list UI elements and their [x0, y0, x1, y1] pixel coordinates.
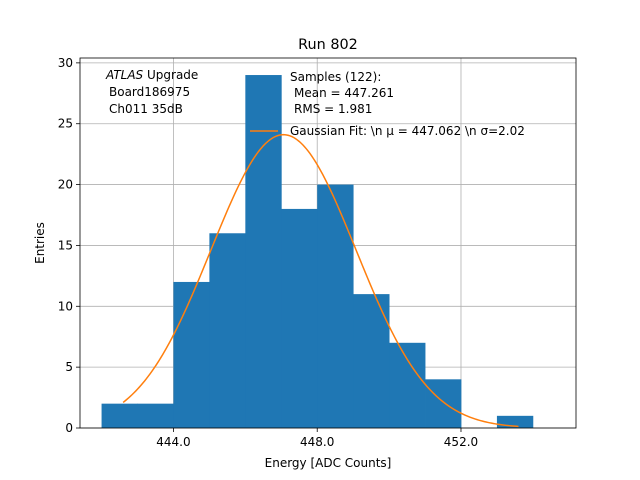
x-tick-label: 448.0	[300, 435, 334, 449]
legend: Samples (122): Mean = 447.261 RMS = 1.98…	[250, 70, 525, 138]
y-tick-label: 15	[58, 238, 73, 252]
histogram-bar	[353, 294, 390, 428]
x-axis-ticks: 444.0 448.0 452.0	[156, 428, 478, 449]
legend-rms-label: RMS = 1.981	[294, 102, 372, 116]
histogram-bar	[317, 184, 354, 428]
plot-area	[79, 57, 577, 429]
x-tick-label: 452.0	[444, 435, 478, 449]
y-tick-label: 30	[58, 56, 73, 70]
histogram-bar	[137, 403, 174, 428]
legend-mean-label: Mean = 447.261	[294, 86, 394, 100]
y-tick-label: 10	[58, 299, 73, 313]
y-axis-ticks: 0 5 10 15 20 25 30	[58, 56, 80, 435]
histogram-bars	[101, 75, 534, 428]
histogram-bar	[245, 75, 282, 428]
y-tick-label: 0	[65, 421, 73, 435]
histogram-bar	[173, 281, 210, 428]
atlas-upgrade-label: Upgrade	[143, 68, 198, 82]
y-tick-label: 25	[58, 117, 73, 131]
x-tick-label: 444.0	[156, 435, 190, 449]
y-tick-label: 5	[65, 360, 73, 374]
legend-histogram-swatch	[271, 87, 278, 97]
x-axis-label: Energy [ADC Counts]	[265, 456, 392, 470]
board-label: Board186975	[109, 85, 190, 99]
channel-label: Ch011 35dB	[109, 102, 183, 116]
histogram-bar	[101, 403, 138, 428]
axes-frame	[79, 57, 577, 429]
histogram-bar	[389, 342, 426, 428]
histogram-bar	[425, 379, 462, 428]
svg-text:ATLAS Upgrade: ATLAS Upgrade	[105, 68, 198, 82]
y-axis-label: Entries	[33, 222, 47, 264]
legend-samples-label: Samples (122):	[290, 70, 381, 84]
y-tick-label: 20	[58, 178, 73, 192]
histogram-bar	[281, 208, 318, 428]
gaussian-fit-curve	[122, 133, 519, 428]
atlas-label: ATLAS	[105, 68, 144, 82]
atlas-annotation: ATLAS Upgrade Board186975 Ch011 35dB	[105, 68, 198, 116]
chart-title: Run 802	[298, 37, 358, 53]
histogram-bar	[209, 233, 246, 428]
legend-fit-label: Gaussian Fit: \n μ = 447.062 \n σ=2.02	[290, 124, 525, 138]
